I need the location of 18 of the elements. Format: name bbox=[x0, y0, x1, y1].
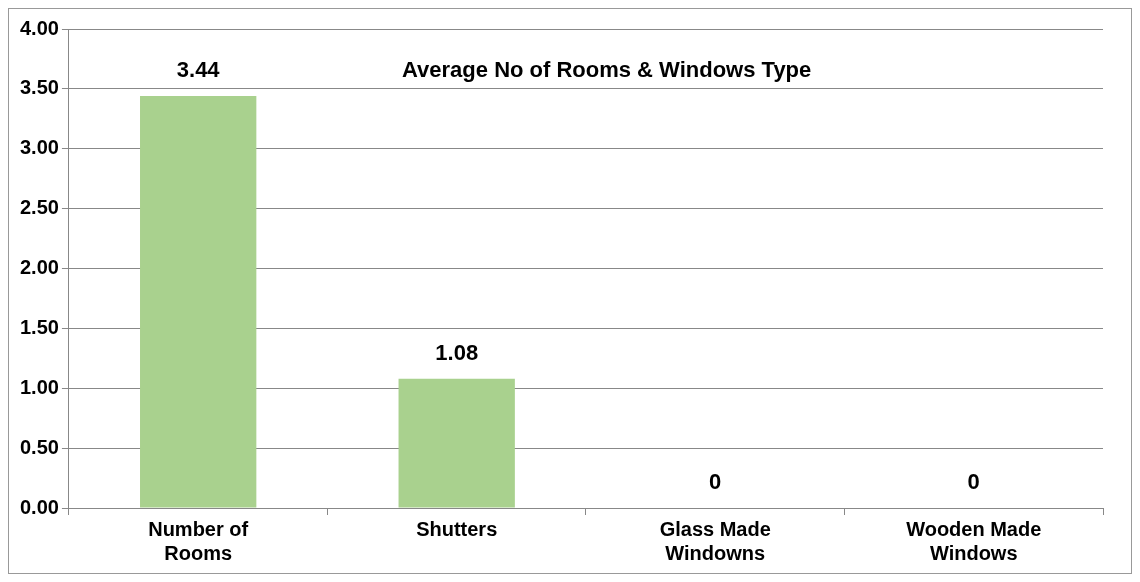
y-tick-label: 0.00 bbox=[19, 495, 59, 518]
x-tick-label: Number of Rooms bbox=[148, 517, 249, 564]
x-tick-label: Shutters bbox=[416, 517, 498, 540]
x-tick-label: Glass Made Windowns bbox=[659, 517, 771, 564]
x-tick-label: Wooden Made Windows bbox=[906, 517, 1042, 564]
y-tick-label: 3.50 bbox=[19, 76, 59, 99]
y-tick-label: 2.00 bbox=[19, 256, 59, 279]
y-tick-label: 0.50 bbox=[19, 435, 59, 458]
data-label: 3.44 bbox=[176, 57, 221, 83]
y-tick-label: 3.00 bbox=[19, 136, 59, 159]
y-tick-label: 1.00 bbox=[19, 375, 59, 398]
y-tick-label: 1.50 bbox=[19, 315, 59, 338]
data-label: 0 bbox=[709, 469, 722, 495]
y-tick-label: 4.00 bbox=[19, 16, 59, 39]
data-label: 0 bbox=[967, 469, 980, 495]
data-label: 1.08 bbox=[435, 339, 479, 365]
y-tick-label: 2.50 bbox=[19, 196, 59, 219]
text: Average No of Rooms & Windows Type bbox=[402, 57, 812, 83]
